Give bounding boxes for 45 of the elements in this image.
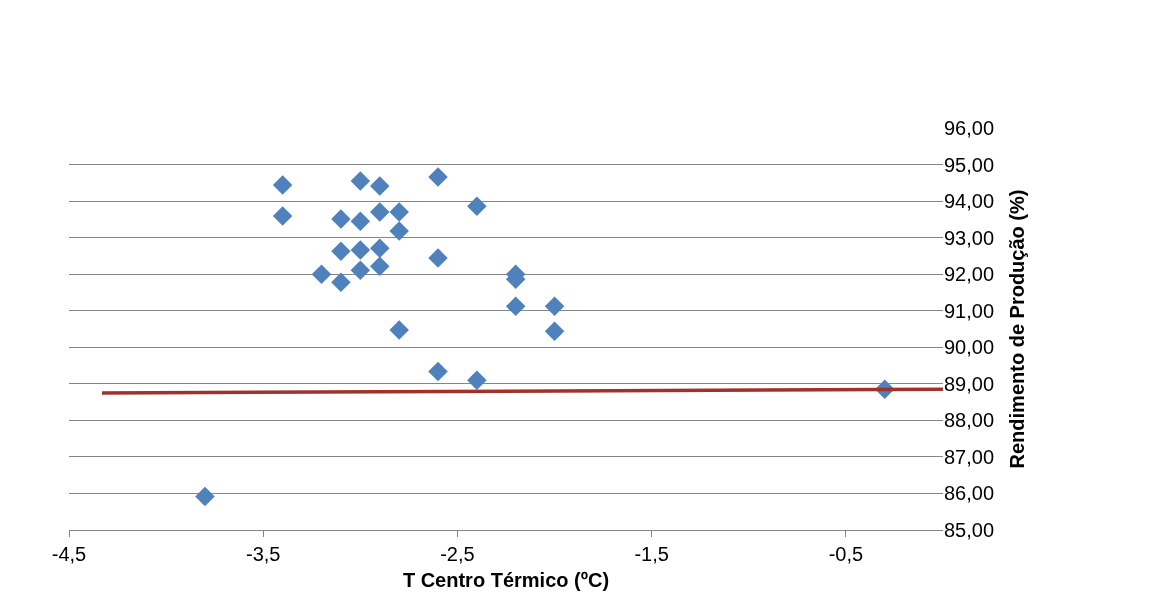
y-tick-label: 85,00 bbox=[944, 519, 995, 541]
x-tick-label: -0,5 bbox=[828, 543, 864, 565]
point bbox=[428, 361, 448, 382]
point bbox=[331, 272, 351, 292]
point bbox=[350, 240, 371, 260]
y-tick-label: 88,00 bbox=[944, 409, 995, 432]
y-tick-label: 89,00 bbox=[944, 372, 995, 395]
point bbox=[195, 486, 215, 507]
point bbox=[370, 238, 390, 258]
y-tick-label: 94,00 bbox=[944, 190, 995, 213]
point bbox=[311, 264, 332, 284]
y-tick-label: 91,00 bbox=[944, 299, 995, 322]
point bbox=[350, 211, 371, 231]
y-tick-label: 96,00 bbox=[944, 117, 995, 139]
point bbox=[467, 370, 487, 390]
x-tick-label: -2,5 bbox=[440, 543, 475, 565]
x-axis-title: T Centro Térmico (ºC) bbox=[402, 568, 610, 591]
point bbox=[544, 296, 565, 317]
x-tick-label: -3,5 bbox=[245, 543, 281, 565]
point bbox=[370, 202, 390, 222]
point bbox=[370, 256, 390, 276]
y-tick-label: 92,00 bbox=[944, 263, 995, 286]
point bbox=[370, 176, 390, 196]
point bbox=[428, 167, 448, 187]
point bbox=[467, 196, 487, 216]
x-tick-label: -1,5 bbox=[634, 543, 669, 565]
y-tick-label: 90,00 bbox=[944, 336, 995, 359]
y-tick-label: 86,00 bbox=[944, 482, 995, 505]
y-tick-label: 87,00 bbox=[944, 445, 995, 468]
y-tick-label: 93,00 bbox=[944, 226, 995, 249]
point bbox=[350, 171, 371, 191]
point bbox=[505, 296, 526, 317]
point bbox=[389, 202, 409, 222]
point bbox=[331, 241, 351, 261]
point bbox=[331, 209, 351, 229]
point bbox=[350, 260, 371, 280]
point bbox=[272, 175, 293, 195]
y-tick-label: 95,00 bbox=[944, 153, 995, 176]
point bbox=[428, 248, 448, 268]
point bbox=[544, 321, 565, 341]
y-axis-title: Rendimento de Produção (%) bbox=[1005, 189, 1028, 469]
x-tick-label: -4,5 bbox=[51, 543, 87, 565]
point bbox=[272, 206, 293, 226]
point bbox=[389, 320, 409, 340]
point bbox=[389, 221, 409, 241]
